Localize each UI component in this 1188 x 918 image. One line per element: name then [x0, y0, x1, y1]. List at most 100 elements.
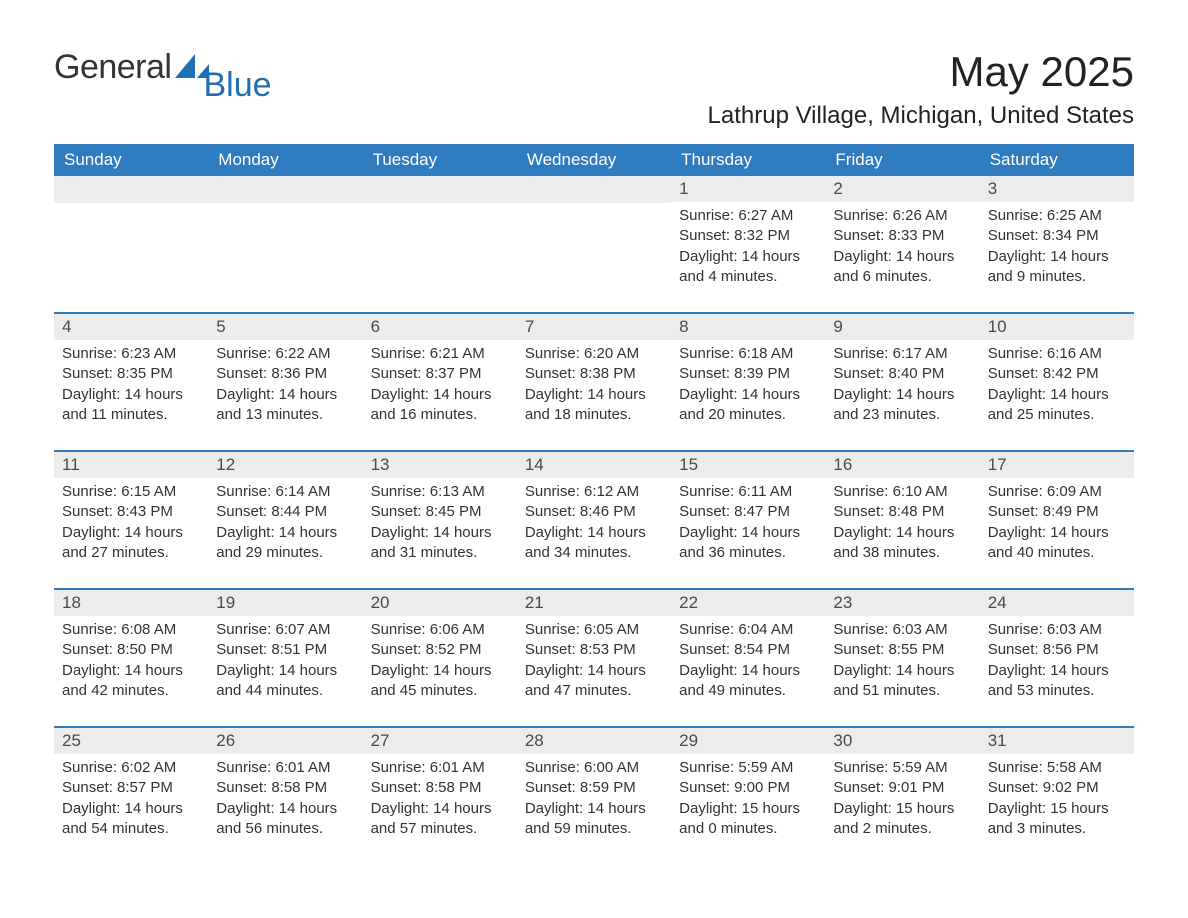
day-cell: 9Sunrise: 6:17 AMSunset: 8:40 PMDaylight…	[825, 314, 979, 432]
day-number: 29	[671, 728, 825, 754]
daylight-text: Daylight: 14 hours and 51 minutes.	[833, 661, 971, 702]
day-body: Sunrise: 6:11 AMSunset: 8:47 PMDaylight:…	[671, 478, 825, 569]
daylight-text: Daylight: 15 hours and 2 minutes.	[833, 799, 971, 840]
sunrise-text: Sunrise: 5:58 AM	[988, 758, 1126, 778]
day-cell	[208, 176, 362, 294]
day-number: 7	[517, 314, 671, 340]
sunrise-text: Sunrise: 6:05 AM	[525, 620, 663, 640]
daylight-text: Daylight: 14 hours and 34 minutes.	[525, 523, 663, 564]
sunrise-text: Sunrise: 6:25 AM	[988, 206, 1126, 226]
day-cell	[363, 176, 517, 294]
daylight-text: Daylight: 14 hours and 57 minutes.	[371, 799, 509, 840]
day-body: Sunrise: 6:21 AMSunset: 8:37 PMDaylight:…	[363, 340, 517, 431]
day-number: 22	[671, 590, 825, 616]
day-body: Sunrise: 6:14 AMSunset: 8:44 PMDaylight:…	[208, 478, 362, 569]
dow-cell: Saturday	[980, 144, 1134, 176]
day-cell: 15Sunrise: 6:11 AMSunset: 8:47 PMDayligh…	[671, 452, 825, 570]
week-row: 4Sunrise: 6:23 AMSunset: 8:35 PMDaylight…	[54, 312, 1134, 432]
sunrise-text: Sunrise: 5:59 AM	[833, 758, 971, 778]
sunrise-text: Sunrise: 6:11 AM	[679, 482, 817, 502]
day-cell: 27 Sunrise: 6:01 AMSunset: 8:58 PMDayligh…	[363, 728, 517, 846]
sunrise-text: Sunrise: 5:59 AM	[679, 758, 817, 778]
day-body: Sunrise: 6:10 AMSunset: 8:48 PMDaylight:…	[825, 478, 979, 569]
sunset-text: Sunset: 8:56 PM	[988, 640, 1126, 660]
sunrise-text: Sunrise: 6:02 AM	[62, 758, 200, 778]
day-cell: 19Sunrise: 6:07 AMSunset: 8:51 PMDayligh…	[208, 590, 362, 708]
location-subtitle: Lathrup Village, Michigan, United States	[54, 102, 1134, 130]
logo-word-blue: Blue	[203, 66, 271, 105]
day-cell: 12Sunrise: 6:14 AMSunset: 8:44 PMDayligh…	[208, 452, 362, 570]
day-body: Sunrise: 6:18 AMSunset: 8:39 PMDaylight:…	[671, 340, 825, 431]
sunrise-text: Sunrise: 6:18 AM	[679, 344, 817, 364]
day-cell: 21Sunrise: 6:05 AMSunset: 8:53 PMDayligh…	[517, 590, 671, 708]
daylight-text: Daylight: 14 hours and 9 minutes.	[988, 247, 1126, 288]
sunrise-text: Sunrise: 6:01 AM	[216, 758, 354, 778]
day-cell: 31Sunrise: 5:58 AMSunset: 9:02 PMDayligh…	[980, 728, 1134, 846]
daylight-text: Daylight: 14 hours and 59 minutes.	[525, 799, 663, 840]
day-number: 30	[825, 728, 979, 754]
dow-cell: Thursday	[671, 144, 825, 176]
daylight-text: Daylight: 14 hours and 16 minutes.	[371, 385, 509, 426]
daylight-text: Daylight: 14 hours and 49 minutes.	[679, 661, 817, 702]
day-cell	[54, 176, 208, 294]
day-cell: 17Sunrise: 6:09 AMSunset: 8:49 PMDayligh…	[980, 452, 1134, 570]
day-number: 27	[363, 728, 517, 754]
sunset-text: Sunset: 8:51 PM	[216, 640, 354, 660]
sunset-text: Sunset: 8:54 PM	[679, 640, 817, 660]
sunrise-text: Sunrise: 6:12 AM	[525, 482, 663, 502]
daylight-text: Daylight: 14 hours and 54 minutes.	[62, 799, 200, 840]
sunrise-text: Sunrise: 6:16 AM	[988, 344, 1126, 364]
day-number: 25	[54, 728, 208, 754]
sunrise-text: Sunrise: 6:27 AM	[679, 206, 817, 226]
daylight-text: Daylight: 14 hours and 36 minutes.	[679, 523, 817, 564]
daylight-text: Daylight: 14 hours and 31 minutes.	[371, 523, 509, 564]
day-number: 8	[671, 314, 825, 340]
sunset-text: Sunset: 9:01 PM	[833, 778, 971, 798]
day-cell: 1Sunrise: 6:27 AMSunset: 8:32 PMDaylight…	[671, 176, 825, 294]
day-body: Sunrise: 6:00 AMSunset: 8:59 PMDaylight:…	[517, 754, 671, 845]
day-number: 21	[517, 590, 671, 616]
day-number	[517, 176, 671, 203]
day-body: Sunrise: 6:13 AMSunset: 8:45 PMDaylight:…	[363, 478, 517, 569]
day-cell: 20Sunrise: 6:06 AMSunset: 8:52 PMDayligh…	[363, 590, 517, 708]
sunset-text: Sunset: 8:47 PM	[679, 502, 817, 522]
day-body: Sunrise: 6:06 AMSunset: 8:52 PMDaylight:…	[363, 616, 517, 707]
daylight-text: Daylight: 14 hours and 56 minutes.	[216, 799, 354, 840]
sunset-text: Sunset: 8:58 PM	[216, 778, 354, 798]
day-number: 23	[825, 590, 979, 616]
sunrise-text: Sunrise: 6:06 AM	[371, 620, 509, 640]
daylight-text: Daylight: 14 hours and 53 minutes.	[988, 661, 1126, 702]
day-number: 17	[980, 452, 1134, 478]
day-number: 6	[363, 314, 517, 340]
day-cell: 22 Sunrise: 6:04 AMSunset: 8:54 PMDayligh…	[671, 590, 825, 708]
day-body: Sunrise: 6:09 AMSunset: 8:49 PMDaylight:…	[980, 478, 1134, 569]
sunrise-text: Sunrise: 6:22 AM	[216, 344, 354, 364]
day-body: Sunrise: 5:58 AMSunset: 9:02 PMDaylight:…	[980, 754, 1134, 845]
day-body: Sunrise: 6:16 AMSunset: 8:42 PMDaylight:…	[980, 340, 1134, 431]
dow-cell: Friday	[825, 144, 979, 176]
day-number: 31	[980, 728, 1134, 754]
week-row: 1Sunrise: 6:27 AMSunset: 8:32 PMDaylight…	[54, 176, 1134, 294]
dow-cell: Sunday	[54, 144, 208, 176]
day-number	[208, 176, 362, 203]
day-cell: 7Sunrise: 6:20 AMSunset: 8:38 PMDaylight…	[517, 314, 671, 432]
day-body: Sunrise: 6:15 AMSunset: 8:43 PMDaylight:…	[54, 478, 208, 569]
sunset-text: Sunset: 8:45 PM	[371, 502, 509, 522]
day-of-week-header: SundayMondayTuesdayWednesdayThursdayFrid…	[54, 144, 1134, 176]
sunrise-text: Sunrise: 6:10 AM	[833, 482, 971, 502]
daylight-text: Daylight: 14 hours and 29 minutes.	[216, 523, 354, 564]
sunset-text: Sunset: 8:36 PM	[216, 364, 354, 384]
sunrise-text: Sunrise: 6:03 AM	[988, 620, 1126, 640]
sunrise-text: Sunrise: 6:04 AM	[679, 620, 817, 640]
dow-cell: Tuesday	[363, 144, 517, 176]
sunset-text: Sunset: 8:37 PM	[371, 364, 509, 384]
daylight-text: Daylight: 14 hours and 40 minutes.	[988, 523, 1126, 564]
day-cell: 25Sunrise: 6:02 AMSunset: 8:57 PMDayligh…	[54, 728, 208, 846]
sunset-text: Sunset: 8:38 PM	[525, 364, 663, 384]
day-number: 13	[363, 452, 517, 478]
sunrise-text: Sunrise: 6:01 AM	[371, 758, 509, 778]
day-body: Sunrise: 6:02 AMSunset: 8:57 PMDaylight:…	[54, 754, 208, 845]
sunset-text: Sunset: 8:58 PM	[371, 778, 509, 798]
logo-word-general: General	[54, 48, 171, 87]
day-body: Sunrise: 6:23 AMSunset: 8:35 PMDaylight:…	[54, 340, 208, 431]
